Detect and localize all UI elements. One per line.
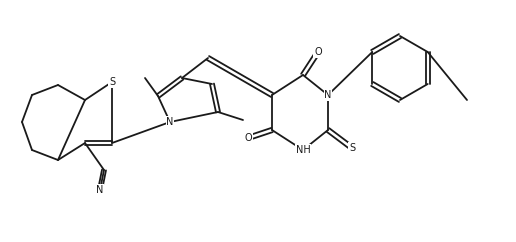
Text: N: N <box>96 185 104 195</box>
Text: N: N <box>325 90 332 100</box>
Text: O: O <box>244 133 252 143</box>
Text: O: O <box>314 47 322 57</box>
Text: S: S <box>109 77 115 87</box>
Text: NH: NH <box>296 145 311 155</box>
Text: S: S <box>349 143 355 153</box>
Text: N: N <box>166 117 174 127</box>
